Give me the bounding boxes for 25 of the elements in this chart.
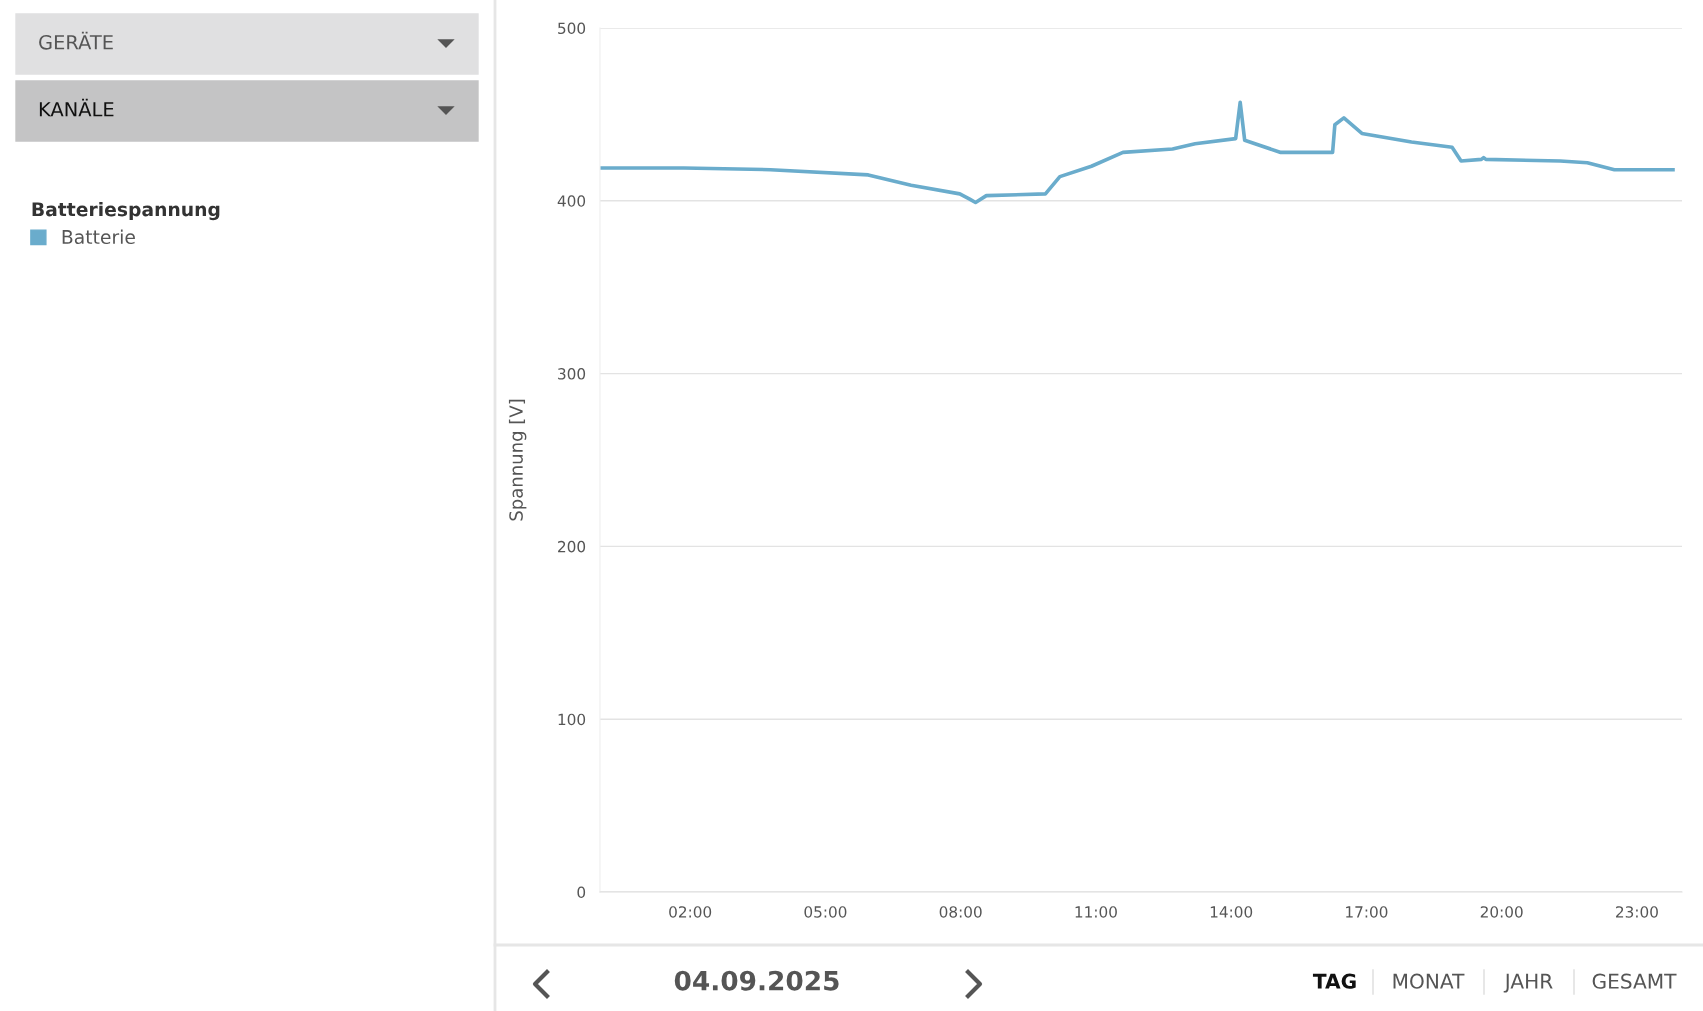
text: TAG [1312,973,1356,989]
y-tick-label: 500 [558,22,586,35]
y-tick-label: 200 [558,540,586,553]
x-tick-label: 11:00 [1075,906,1117,918]
line-series [600,100,1675,205]
text: MONAT [1393,973,1465,989]
x-tick-label: 23:00 [1616,906,1658,918]
y-tick-label: 0 [577,886,586,899]
legend-label: Batterie [62,229,135,245]
text: GERÄTE [39,31,113,50]
y-axis-title: Spannung [V] [508,399,527,521]
y-tick-label: 100 [558,713,586,726]
x-tick-label: 05:00 [804,906,847,918]
x-tick-label: 08:00 [939,906,982,918]
text: 04.09.2025 [674,970,839,991]
text: GESAMT [1592,973,1677,989]
x-tick-label: 20:00 [1480,906,1523,918]
text: JAHR [1503,973,1553,993]
x-tick-label: 17:00 [1346,906,1388,918]
x-tick-label: 14:00 [1210,906,1253,918]
text: KANÄLE [39,98,114,117]
legend-title: Batteriespannung [32,201,220,221]
y-tick-label: 300 [558,368,586,380]
x-tick-label: 02:00 [669,906,712,918]
y-tick-label: 400 [557,195,586,207]
